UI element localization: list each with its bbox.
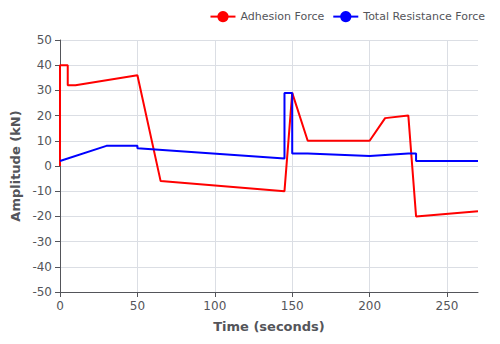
svg-text:0: 0: [56, 299, 64, 313]
svg-text:30: 30: [37, 83, 52, 97]
svg-text:250: 250: [436, 299, 459, 313]
svg-text:100: 100: [203, 299, 226, 313]
svg-text:Adhesion Force: Adhesion Force: [240, 10, 324, 23]
svg-text:0: 0: [44, 159, 52, 173]
svg-text:50: 50: [37, 33, 52, 47]
svg-text:-10: -10: [32, 184, 52, 198]
svg-text:-50: -50: [32, 285, 52, 299]
svg-text:-30: -30: [32, 235, 52, 249]
svg-text:Time (seconds): Time (seconds): [213, 319, 325, 334]
svg-text:200: 200: [358, 299, 381, 313]
svg-text:10: 10: [37, 134, 52, 148]
svg-text:-20: -20: [32, 209, 52, 223]
svg-text:Amplitude (kN): Amplitude (kN): [8, 110, 23, 221]
svg-text:Total Resistance Force: Total Resistance Force: [362, 10, 485, 23]
svg-text:150: 150: [281, 299, 304, 313]
svg-text:40: 40: [37, 58, 52, 72]
svg-text:20: 20: [37, 109, 52, 123]
svg-text:50: 50: [130, 299, 145, 313]
svg-text:-40: -40: [32, 260, 52, 274]
